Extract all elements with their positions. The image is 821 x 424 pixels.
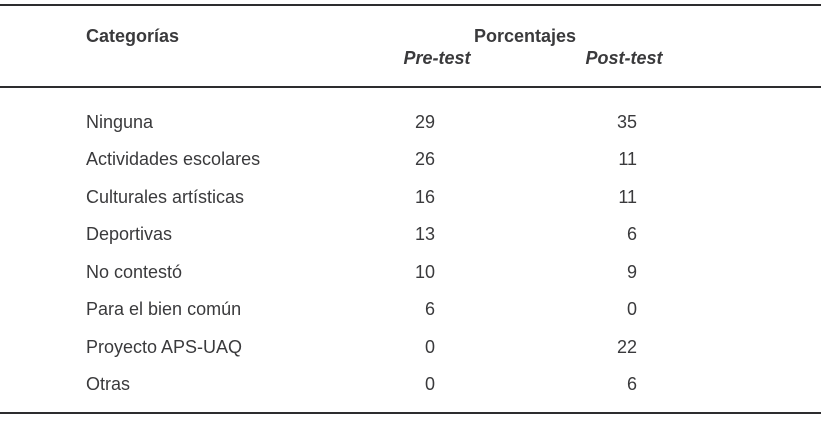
category-cell: Culturales artísticas (86, 186, 245, 207)
table-row: Actividades escolares 26 11 (0, 141, 821, 179)
pretest-value-cell: 16 (414, 186, 435, 207)
table-row: Proyecto APS-UAQ 0 22 (0, 328, 821, 366)
table-row: Otras 0 6 (0, 366, 821, 404)
table-row: Ninguna 29 35 (0, 103, 821, 141)
posttest-value-cell: 6 (626, 224, 637, 245)
category-cell: Otras (86, 374, 131, 395)
posttest-value-cell: 11 (618, 186, 637, 207)
table-top-rule (0, 4, 821, 6)
table-header-rule (0, 86, 821, 88)
pretest-value-cell: 0 (424, 374, 435, 395)
table-body: Ninguna 29 35 Actividades escolares 26 1… (0, 103, 821, 403)
category-cell: Para el bien común (86, 299, 242, 320)
category-cell: Actividades escolares (86, 149, 261, 170)
category-cell: Ninguna (86, 111, 154, 132)
pretest-value-cell: 13 (414, 224, 435, 245)
table-row: Para el bien común 6 0 (0, 291, 821, 329)
table-bottom-rule (0, 412, 821, 414)
category-cell: Deportivas (86, 224, 173, 245)
posttest-value-cell: 6 (626, 374, 637, 395)
posttest-value-cell: 11 (618, 149, 637, 170)
posttest-value-cell: 35 (616, 111, 637, 132)
column-header-categories: Categorías (86, 26, 180, 46)
posttest-value-cell: 9 (626, 261, 637, 282)
category-cell: Proyecto APS-UAQ (86, 336, 243, 357)
table-row: Culturales artísticas 16 11 (0, 178, 821, 216)
posttest-value-cell: 0 (626, 299, 637, 320)
category-cell: No contestó (86, 261, 183, 282)
column-header-pretest: Pre-test (403, 48, 471, 68)
column-header-posttest: Post-test (585, 48, 663, 68)
table-row: No contestó 10 9 (0, 253, 821, 291)
pretest-value-cell: 29 (414, 111, 435, 132)
column-group-header-percentages: Porcentajes (473, 26, 577, 46)
pretest-value-cell: 0 (424, 336, 435, 357)
pretest-value-cell: 10 (414, 261, 435, 282)
posttest-value-cell: 22 (616, 336, 637, 357)
table-row: Deportivas 13 6 (0, 216, 821, 254)
pretest-value-cell: 6 (424, 299, 435, 320)
pretest-value-cell: 26 (414, 149, 435, 170)
